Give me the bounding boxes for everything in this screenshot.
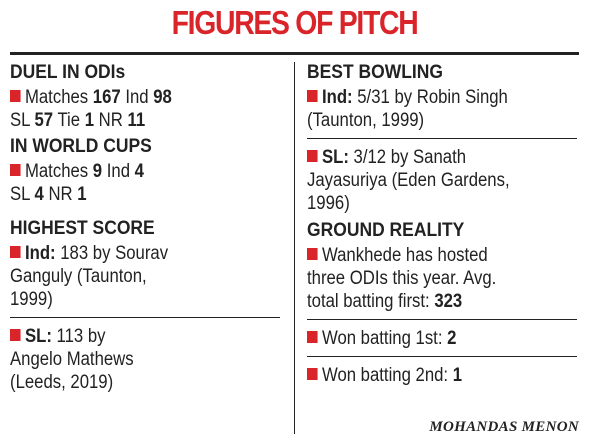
- bullet-square-icon: [307, 90, 318, 102]
- bullet-square-icon: [10, 246, 21, 258]
- section-heading-duel: DUEL IN ODIs: [10, 62, 126, 83]
- ground-reality-text: Wankhede has hosted three ODIs this year…: [307, 245, 497, 312]
- highest-score-ind: Ind: 183 by Sourav Ganguly (Taunton, 199…: [10, 243, 169, 310]
- title-divider: [10, 52, 579, 55]
- bullet-square-icon: [307, 248, 318, 260]
- bullet-square-icon: [10, 329, 21, 341]
- won-batting-second: Won batting 2nd: 1: [307, 364, 571, 387]
- section-heading-highest-score: HIGHEST SCORE: [10, 218, 155, 239]
- section-divider: [307, 319, 577, 320]
- section-heading-ground-reality: GROUND REALITY: [307, 220, 465, 241]
- bullet-square-icon: [307, 331, 318, 343]
- author-byline: MOHANDAS MENON: [429, 419, 579, 435]
- best-bowling-ind: Ind: 5/31 by Robin Singh (Taunton, 1999): [307, 87, 508, 131]
- world-cup-stats: Matches 9 Ind 4 SL 4 NR 1: [10, 161, 144, 205]
- highest-score-sl: SL: 113 by Angelo Mathews (Leeds, 2019): [10, 326, 134, 393]
- best-bowling-sl: SL: 3/12 by Sanath Jayasuriya (Eden Gard…: [307, 147, 510, 214]
- section-divider: [307, 138, 577, 139]
- section-heading-world-cups: IN WORLD CUPS: [10, 136, 152, 157]
- bullet-square-icon: [10, 164, 21, 176]
- section-divider: [307, 356, 577, 357]
- section-divider: [10, 317, 280, 318]
- bullet-square-icon: [307, 150, 318, 162]
- left-column: DUEL IN ODIs Matches 167 Ind 98 SL 57 Ti…: [10, 60, 280, 394]
- bullet-square-icon: [307, 368, 318, 380]
- right-column: BEST BOWLING Ind: 5/31 by Robin Singh (T…: [307, 60, 579, 387]
- section-heading-best-bowling: BEST BOWLING: [307, 62, 443, 83]
- won-batting-first: Won batting 1st: 2: [307, 327, 571, 350]
- duel-stats: Matches 167 Ind 98 SL 57 Tie 1 NR 11: [10, 87, 172, 131]
- page-title: FIGURES OF PITCH: [171, 4, 419, 41]
- column-divider: [294, 62, 295, 434]
- bullet-square-icon: [10, 90, 21, 102]
